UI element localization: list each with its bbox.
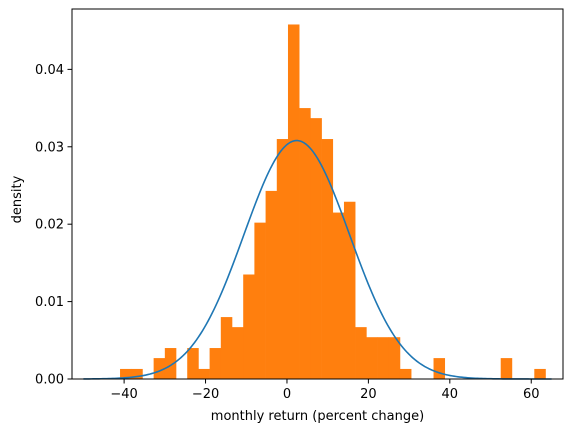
density-curve: [83, 139, 552, 380]
density-curve-group: [83, 139, 552, 380]
x-tick-label: 0: [283, 387, 291, 402]
histogram-bar: [500, 358, 513, 379]
histogram-bar: [355, 327, 367, 379]
histogram-bar: [254, 222, 266, 379]
histogram-bar: [433, 358, 446, 379]
x-axis-ticks: −40 −20 0 20 40 60: [110, 379, 540, 402]
histogram-bar: [321, 139, 334, 379]
histogram-bar: [377, 337, 390, 379]
x-tick-label: 20: [360, 387, 377, 402]
histogram-bar: [209, 348, 222, 379]
histogram-bar: [534, 368, 546, 379]
x-tick-label: −20: [192, 387, 219, 402]
histogram-bar: [120, 368, 132, 379]
histogram-bar: [388, 337, 401, 379]
y-axis-label: density: [10, 175, 25, 223]
histogram-bar: [220, 317, 233, 379]
histogram-bar: [399, 368, 412, 379]
y-axis-ticks: 0.00 0.01 0.02 0.03 0.04: [35, 63, 72, 388]
x-axis-label: monthly return (percent change): [211, 409, 424, 424]
histogram-bar: [198, 368, 210, 379]
histogram-bar: [164, 348, 177, 379]
histogram-bar: [187, 348, 199, 379]
histogram-bar: [153, 358, 166, 379]
y-tick-label: 0.04: [35, 63, 64, 78]
histogram-bar: [287, 24, 300, 379]
histogram-bar: [332, 212, 345, 379]
axes-frame: [71, 8, 564, 380]
histogram-bar: [366, 337, 378, 379]
histogram-bar: [265, 190, 278, 379]
y-tick-label: 0.03: [35, 140, 64, 155]
histogram-bars: [120, 24, 546, 379]
y-tick-label: 0.00: [35, 373, 64, 388]
y-tick-label: 0.01: [35, 295, 64, 310]
histogram-bar: [276, 139, 289, 379]
histogram-bar: [343, 201, 356, 379]
histogram-bar: [232, 327, 244, 379]
histogram-bar: [299, 108, 311, 379]
histogram-bar: [310, 118, 322, 379]
x-tick-label: −40: [110, 387, 137, 402]
plot-frame: [71, 8, 564, 380]
y-tick-label: 0.02: [35, 218, 64, 233]
x-tick-label: 40: [442, 387, 459, 402]
histogram-bar: [243, 274, 255, 379]
histogram-bar: [131, 368, 143, 379]
x-tick-label: 60: [523, 387, 540, 402]
